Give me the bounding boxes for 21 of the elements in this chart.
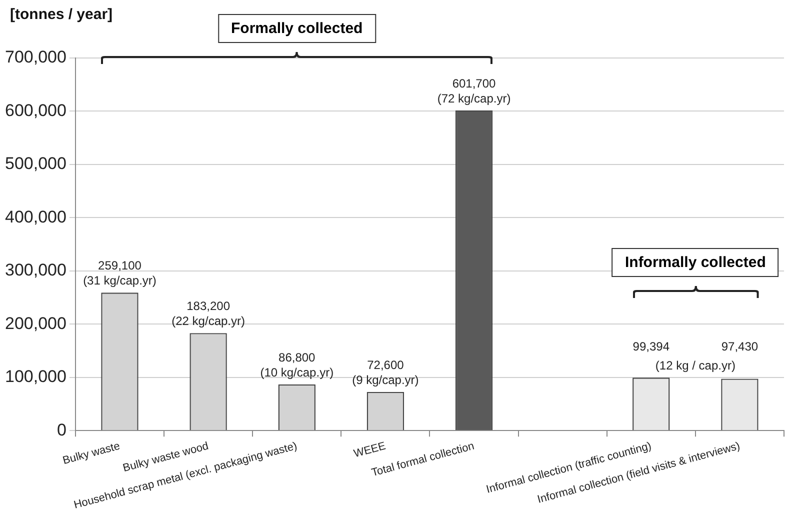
- data-label: 259,100 (31 kg/cap.yr): [83, 258, 156, 288]
- annotation: Informally collected: [612, 248, 779, 277]
- annotation: (12 kg / cap.yr): [655, 358, 736, 373]
- data-label: 97,430: [721, 340, 758, 354]
- data-label: 99,394: [632, 340, 670, 354]
- y-tick-label: 400,000: [5, 207, 66, 226]
- y-tick-label: 0: [56, 420, 66, 440]
- y-tick-label: 300,000: [5, 260, 66, 280]
- y-tick-label: 500,000: [5, 154, 66, 174]
- data-label: 183,200 (22 kg/cap.yr): [172, 299, 245, 328]
- y-tick-label: 100,000: [5, 367, 66, 386]
- y-tick-label: 700,000: [5, 48, 66, 67]
- y-tick-label: 600,000: [5, 100, 66, 120]
- data-label: 72,600 (9 kg/cap.yr): [352, 358, 419, 387]
- y-axis-title: [tonnes / year]: [10, 6, 113, 23]
- data-label: 601,700 (72 kg/cap.yr): [437, 76, 511, 106]
- text: Formally collected: [218, 14, 376, 43]
- x-tick-label: Bulky waste: [61, 440, 122, 467]
- data-label: 86,800 (10 kg/cap.yr): [260, 350, 334, 380]
- x-tick-label: WEEE: [352, 440, 387, 460]
- y-tick-label: 200,000: [5, 314, 66, 333]
